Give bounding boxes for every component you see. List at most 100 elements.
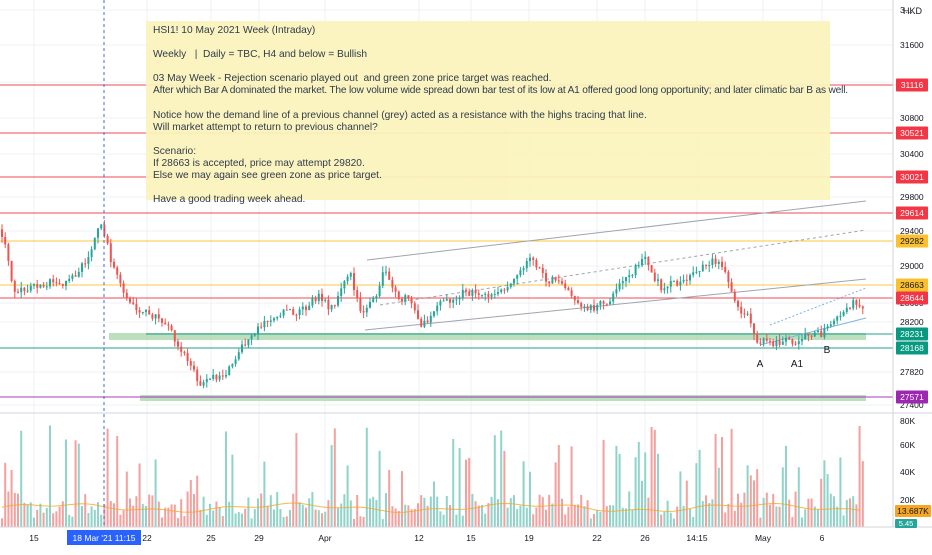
volume-bar bbox=[61, 501, 64, 527]
candle-body bbox=[180, 346, 183, 352]
candle-body bbox=[189, 361, 192, 366]
volume-bar bbox=[554, 462, 557, 527]
volume-bar bbox=[682, 505, 685, 527]
volume-bar bbox=[455, 514, 458, 527]
volume-bar bbox=[602, 439, 605, 527]
volume-bar bbox=[618, 453, 621, 527]
candle-body bbox=[234, 359, 237, 365]
volume-bar bbox=[724, 512, 727, 527]
volume-bar bbox=[445, 495, 448, 527]
volume-bar bbox=[90, 506, 93, 527]
candle-body bbox=[541, 267, 544, 274]
candle-body bbox=[727, 271, 730, 283]
time-tick-label: 19 bbox=[524, 533, 534, 543]
volume-bar bbox=[801, 517, 803, 527]
volume-bar bbox=[397, 510, 400, 527]
candle-body bbox=[177, 341, 179, 347]
candle-body bbox=[71, 275, 74, 279]
volume-bar bbox=[631, 509, 634, 527]
candle-body bbox=[308, 305, 311, 310]
crosshair-date-label: 18 Mar '21 11:15 bbox=[73, 533, 136, 543]
candle-body bbox=[826, 326, 829, 329]
level-price-labels: 31116 30521 30021 29614 29282 28663 28644 28231… bbox=[896, 78, 928, 404]
time-tick-label: May bbox=[755, 533, 772, 543]
candle-body bbox=[349, 273, 352, 277]
volume-ma-label: 13.687K bbox=[897, 506, 929, 516]
channel-top-line bbox=[366, 200, 867, 261]
volume-bar bbox=[756, 469, 759, 527]
volume-bar bbox=[849, 498, 851, 527]
volume-bar bbox=[135, 496, 138, 527]
candle-body bbox=[404, 295, 407, 302]
candle-body bbox=[311, 297, 314, 306]
volume-bar bbox=[401, 471, 403, 527]
candle-body bbox=[657, 279, 659, 281]
candle-body bbox=[807, 333, 810, 336]
candle-body bbox=[506, 287, 509, 291]
candle-body bbox=[698, 271, 701, 273]
candle-body bbox=[257, 326, 259, 335]
candle-body bbox=[33, 284, 35, 286]
volume-bar bbox=[225, 431, 227, 527]
volume-bar bbox=[17, 493, 19, 527]
candle-body bbox=[772, 341, 775, 347]
candle-body bbox=[212, 374, 215, 379]
price-tick-label: 30400 bbox=[900, 149, 924, 159]
level-label-bg-30021 bbox=[896, 170, 928, 184]
volume-bar bbox=[727, 503, 730, 527]
volume-bar bbox=[669, 512, 672, 527]
candle-body bbox=[513, 278, 515, 284]
candle-body bbox=[433, 311, 435, 316]
candle-body bbox=[282, 309, 285, 316]
volume-bar bbox=[577, 504, 579, 527]
volume-bar bbox=[753, 480, 755, 527]
new-channel-bottom-line bbox=[759, 317, 867, 346]
candle-body bbox=[231, 364, 234, 367]
crosshair-date-label-bg bbox=[67, 530, 141, 545]
volume-bar bbox=[186, 491, 189, 527]
candle-body bbox=[221, 375, 224, 377]
volume-bar bbox=[429, 496, 432, 527]
level-label-bg-29282 bbox=[896, 234, 928, 248]
volume-bar bbox=[337, 507, 339, 527]
candle-body bbox=[13, 280, 16, 292]
candle-body bbox=[538, 267, 541, 269]
channel-demand-line bbox=[364, 278, 867, 331]
candle-body bbox=[314, 297, 317, 302]
volume-bar bbox=[762, 497, 765, 527]
level-label-31116: 31116 bbox=[901, 80, 924, 90]
candle-body bbox=[426, 320, 429, 323]
candle-body bbox=[237, 352, 240, 360]
volume-bar bbox=[301, 504, 304, 527]
volume-bar bbox=[442, 514, 445, 527]
volume-bar bbox=[314, 509, 317, 527]
demand-zone-lower bbox=[140, 395, 866, 401]
candle-body bbox=[196, 369, 199, 382]
volume-bar bbox=[423, 497, 426, 527]
candle-body bbox=[23, 287, 26, 291]
candle-body bbox=[401, 298, 403, 302]
candle-body bbox=[564, 283, 567, 288]
volume-bar bbox=[426, 505, 429, 527]
volume-bar bbox=[804, 509, 807, 527]
candle-body bbox=[490, 294, 493, 297]
candle-body bbox=[279, 315, 282, 317]
candle-body bbox=[42, 284, 45, 287]
candle-body bbox=[388, 271, 391, 280]
volume-bar bbox=[717, 467, 720, 527]
analysis-note[interactable]: HSI1! 10 May 2021 Week (Intraday) Weekly… bbox=[146, 21, 848, 205]
candle-body bbox=[276, 316, 279, 319]
volume-bar bbox=[858, 426, 861, 527]
candle-body bbox=[465, 289, 467, 292]
candle-body bbox=[17, 291, 19, 293]
level-label-28644: 28644 bbox=[900, 293, 924, 303]
volume-bar bbox=[730, 428, 733, 527]
volume-bar bbox=[509, 498, 512, 527]
candle-body bbox=[244, 344, 247, 346]
candle-body bbox=[573, 295, 576, 301]
volume-bar bbox=[474, 501, 477, 527]
candle-body bbox=[154, 314, 157, 319]
price-tick-label: 29400 bbox=[900, 226, 924, 236]
